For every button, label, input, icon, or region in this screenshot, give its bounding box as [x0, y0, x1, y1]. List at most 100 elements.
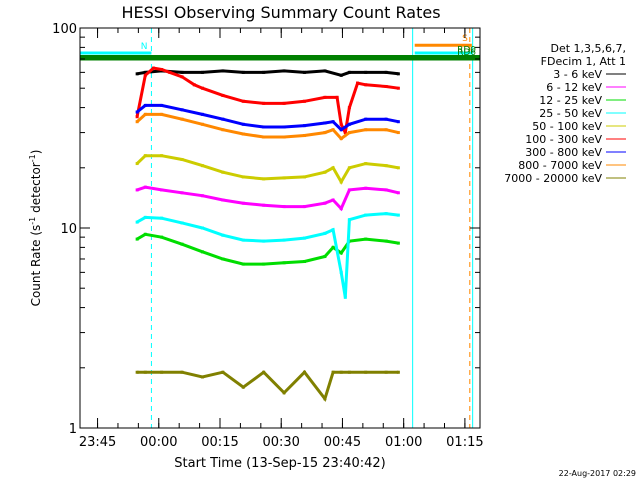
series-5-point-7 [200, 86, 204, 90]
series-4-point-3 [180, 158, 184, 162]
series-3-point-14 [347, 218, 351, 222]
x-tick-label-6: 01:15 [446, 435, 483, 450]
series-3-point-7 [262, 239, 266, 243]
series-7-point-6 [241, 132, 245, 136]
series-4-point-10 [323, 170, 327, 174]
series-8-point-9 [302, 370, 306, 374]
legend-header-1: FDecim 1, Att 1 [541, 55, 626, 68]
legend-label-7: 800 - 7000 keV [518, 159, 602, 172]
series-6-point-10 [323, 121, 327, 125]
series-2-point-5 [221, 257, 225, 261]
series-2-point-12 [339, 251, 343, 255]
series-1-point-15 [384, 188, 388, 192]
series-6-point-13 [347, 122, 351, 126]
series-0-point-3 [180, 70, 184, 74]
series-6-point-6 [241, 122, 245, 126]
series-7-point-14 [364, 128, 368, 132]
footer-timestamp: 22-Aug-2017 02:29 [559, 469, 636, 478]
x-tick-label-3: 00:30 [262, 435, 299, 450]
series-7-point-3 [180, 117, 184, 121]
series-5-point-17 [347, 106, 351, 110]
series-2-point-6 [241, 262, 245, 266]
series-5-point-11 [282, 101, 286, 105]
series-6-point-16 [396, 120, 400, 124]
series-0-point-6 [241, 70, 245, 74]
x-axis-title: Start Time (13-Sep-15 23:40:42) [174, 456, 385, 471]
series-0-point-9 [302, 70, 306, 74]
legend-label-0: 3 - 6 keV [553, 68, 602, 81]
series-3-point-15 [364, 213, 368, 217]
series-5-point-18 [356, 81, 360, 85]
x-axis-ticks: 23:45 00:00 00:15 00:30 00:45 01:00 01:15 [79, 28, 484, 450]
series-5-point-4 [168, 70, 172, 74]
series-4-point-0 [135, 162, 139, 166]
series-6-point-8 [282, 125, 286, 129]
series-4-point-1 [143, 154, 147, 158]
series-3-point-13 [343, 295, 347, 299]
series-5-point-12 [302, 99, 306, 103]
series-2-point-16 [396, 241, 400, 245]
series-5-point-2 [151, 66, 155, 70]
series-6-point-2 [160, 103, 164, 107]
y-tick-label-2: 100 [52, 22, 77, 37]
series-5-point-20 [384, 84, 388, 88]
marker-label-4: RD0 [457, 46, 476, 56]
series-6-point-12 [339, 128, 343, 132]
series-1-point-10 [323, 201, 327, 205]
chart-title: HESSI Observing Summary Count Rates [121, 3, 440, 22]
series-5-point-6 [192, 83, 196, 87]
series-2-point-8 [282, 261, 286, 265]
series-3-point-12 [339, 270, 343, 274]
series-2-point-7 [262, 262, 266, 266]
series-3-point-17 [396, 213, 400, 217]
series-6-point-11 [331, 120, 335, 124]
series-1-point-9 [302, 205, 306, 209]
series-8-point-7 [262, 370, 266, 374]
marker-label-0: N [141, 42, 148, 52]
series-3-point-1 [143, 215, 147, 219]
series-1-point-4 [200, 194, 204, 198]
series-8-point-5 [221, 370, 225, 374]
x-tick-label-0: 23:45 [79, 435, 116, 450]
series-3-point-3 [180, 221, 184, 225]
series-0-point-0 [135, 72, 139, 76]
series-2-point-14 [364, 237, 368, 241]
series-7-point-9 [302, 134, 306, 138]
series-6-point-1 [143, 103, 147, 107]
x-tick-label-1: 00:00 [140, 435, 177, 450]
y-axis-ticks: 1 10 100 [52, 22, 480, 437]
series-8-point-8 [282, 391, 286, 395]
series-7-point-13 [347, 131, 351, 135]
series-4-point-7 [262, 177, 266, 181]
legend: Det 1,3,5,6,7,FDecim 1, Att 13 - 6 keV6 … [504, 42, 626, 185]
y-axis-title-main: Count Rate (s [29, 225, 43, 307]
series-8-point-0 [135, 370, 139, 374]
legend-label-2: 12 - 25 keV [539, 94, 602, 107]
series-7-point-1 [143, 112, 147, 116]
series-4-point-11 [331, 166, 335, 170]
series-7-point-0 [135, 120, 139, 124]
y-axis-title-sup1: -1 [28, 217, 37, 225]
series-1-point-5 [221, 198, 225, 202]
series-5-point-0 [135, 115, 139, 119]
series-4-point-2 [160, 154, 164, 158]
series-4-point-9 [302, 175, 306, 179]
series-0-point-5 [221, 69, 225, 73]
series-7-point-7 [262, 135, 266, 139]
series-1-point-7 [262, 203, 266, 207]
series-5-point-14 [335, 95, 339, 99]
series-1-point-0 [135, 188, 139, 192]
series-0-point-8 [282, 69, 286, 73]
series-3-point-10 [323, 231, 327, 235]
series-7-point-11 [331, 128, 335, 132]
y-tick-label-1: 10 [60, 222, 77, 237]
series-7-point-16 [396, 131, 400, 135]
series-2-point-11 [331, 245, 335, 249]
marker-label-3: RD6 [457, 48, 476, 58]
series-5-point-16 [343, 131, 347, 135]
series-5-point-13 [323, 95, 327, 99]
series-1-point-2 [160, 188, 164, 192]
series-8-point-11 [331, 370, 335, 374]
series-8-point-4 [200, 375, 204, 379]
series-8-point-16 [396, 370, 400, 374]
